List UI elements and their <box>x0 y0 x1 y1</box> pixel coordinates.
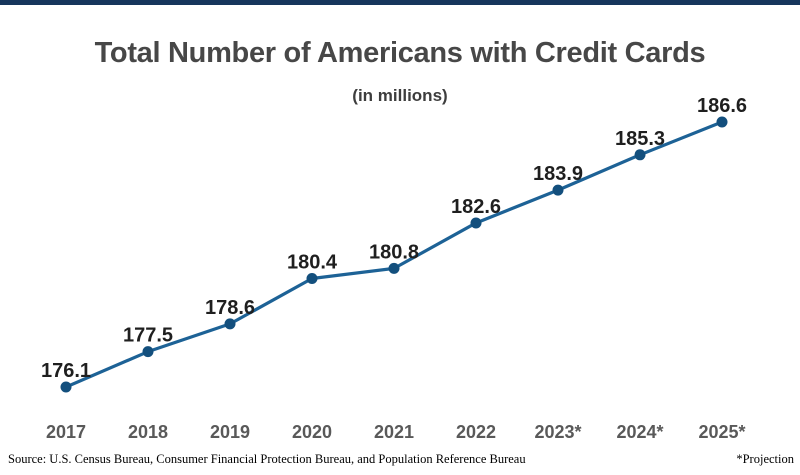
data-point <box>634 149 646 161</box>
data-label: 186.6 <box>697 95 747 117</box>
chart-title: Total Number of Americans with Credit Ca… <box>94 37 706 69</box>
x-axis-tick-label: 2025* <box>698 422 745 442</box>
data-point <box>224 318 236 330</box>
source-note: Source: U.S. Census Bureau, Consumer Fin… <box>8 452 526 466</box>
projection-note: *Projection <box>736 452 794 466</box>
data-point <box>142 346 154 358</box>
x-axis-tick-label: 2021 <box>374 422 414 442</box>
chart-subtitle: (in millions) <box>352 86 448 105</box>
data-point <box>60 381 72 393</box>
data-label: 182.6 <box>451 196 501 218</box>
x-axis-tick-label: 2024* <box>616 422 663 442</box>
x-axis-tick-label: 2023* <box>534 422 581 442</box>
x-axis-tick-label: 2018 <box>128 422 168 442</box>
data-label: 176.1 <box>41 360 91 382</box>
data-point <box>306 272 318 284</box>
x-axis-tick-label: 2022 <box>456 422 496 442</box>
data-label: 183.9 <box>533 163 583 185</box>
data-label: 178.6 <box>205 297 255 319</box>
chart-footer: Source: U.S. Census Bureau, Consumer Fin… <box>8 452 794 467</box>
x-axis-tick-label: 2020 <box>292 422 332 442</box>
data-label: 180.8 <box>369 241 419 263</box>
data-label: 177.5 <box>123 325 173 347</box>
x-axis-tick-label: 2019 <box>210 422 250 442</box>
data-point <box>470 217 482 229</box>
data-point <box>552 184 564 196</box>
data-label: 185.3 <box>615 128 665 150</box>
data-label: 180.4 <box>287 251 338 273</box>
x-axis-tick-label: 2017 <box>46 422 86 442</box>
data-point <box>388 262 400 274</box>
top-accent-bar <box>0 0 800 5</box>
data-point <box>716 116 728 128</box>
